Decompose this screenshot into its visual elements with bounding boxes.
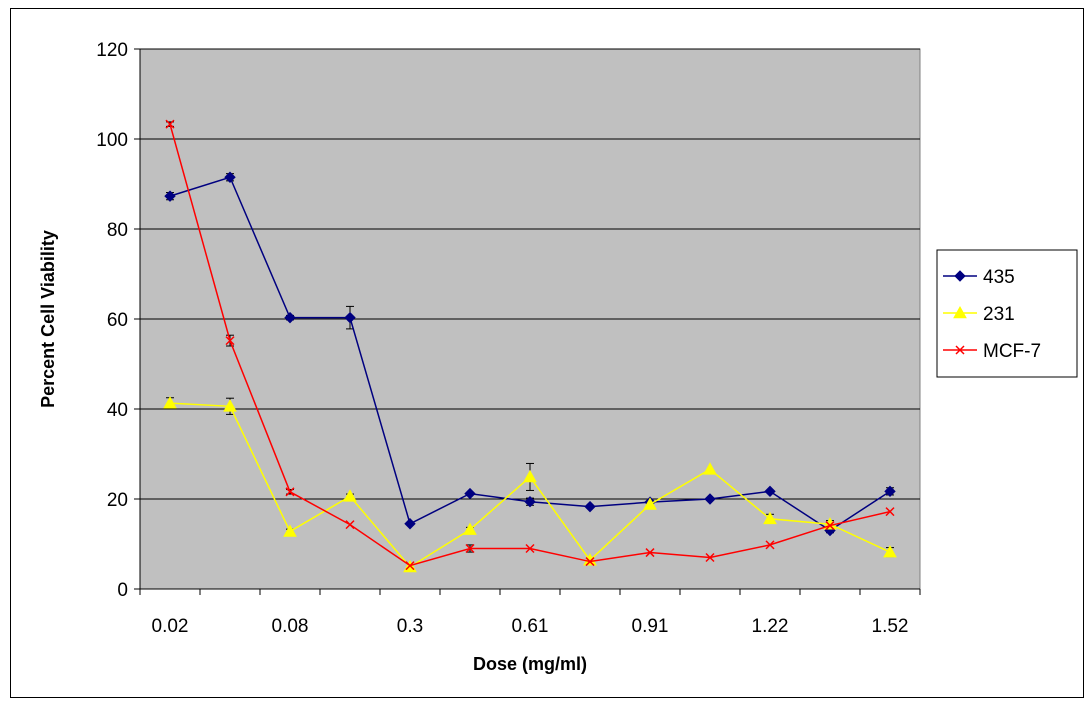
data-point [705, 552, 715, 563]
marker-stroke [765, 540, 775, 550]
data-point [223, 399, 237, 412]
data-point [285, 487, 295, 497]
x-tick-label: 0.08 [272, 616, 309, 637]
data-point [224, 171, 236, 183]
x-tick-label: 0.3 [397, 616, 423, 637]
data-point [463, 522, 477, 535]
legend-entry: MCF-7 [943, 341, 1041, 362]
legend-label: 435 [983, 267, 1015, 288]
data-point [164, 190, 176, 202]
legend-marker [953, 305, 967, 319]
x-tick-label: 0.61 [512, 616, 549, 637]
data-point [703, 462, 717, 475]
marker-stroke [165, 119, 175, 129]
series-231 [163, 396, 897, 573]
x-tick-label: 0.02 [152, 616, 189, 637]
data-point [523, 469, 537, 483]
x-axis-title: Dose (mg/ml) [473, 654, 587, 674]
legend-marker [955, 345, 965, 355]
y-tick-label: 20 [107, 490, 128, 511]
marker-stroke [885, 507, 895, 517]
data-point [764, 485, 776, 498]
data-point [344, 311, 356, 324]
x-tick-label: 1.22 [752, 616, 789, 637]
legend-label: MCF-7 [983, 341, 1041, 362]
data-point [345, 520, 355, 530]
x-axis-ticks: 0.02 0.08 0.3 0.61 0.91 1.22 1.52 [139, 589, 921, 637]
data-point [343, 489, 357, 502]
marker-stroke [285, 487, 295, 497]
data-point [464, 487, 476, 500]
legend-label: 231 [983, 304, 1015, 325]
y-axis-title: Percent Cell Viability [38, 230, 58, 408]
marker-stroke [345, 520, 355, 530]
y-tick-label: 120 [96, 40, 128, 61]
marker-stroke [225, 336, 235, 346]
marker-stroke [825, 521, 835, 531]
legend: 435 231 MCF-7 [936, 249, 1078, 378]
legend-entry: 231 [943, 304, 1015, 325]
data-point [465, 543, 475, 554]
y-axis-ticks: 0 20 40 60 80 100 120 [96, 40, 140, 601]
data-point [763, 511, 777, 525]
data-point [524, 495, 536, 508]
y-tick-label: 60 [107, 310, 128, 331]
marker-stroke [585, 557, 595, 567]
data-point [643, 497, 657, 510]
gridlines [140, 48, 920, 500]
legend-marker [954, 270, 966, 282]
marker-stroke [465, 543, 475, 554]
y-tick-label: 0 [117, 580, 128, 601]
data-point [405, 561, 415, 571]
series-layer [163, 119, 897, 573]
data-point [883, 545, 897, 558]
y-tick-label: 100 [96, 130, 128, 151]
data-point [645, 548, 655, 558]
data-point [584, 500, 596, 513]
data-point [163, 396, 177, 409]
data-point [225, 336, 235, 346]
legend-entry: 435 [943, 267, 1015, 288]
data-point [404, 518, 416, 530]
y-tick-label: 80 [107, 220, 128, 241]
data-point [283, 524, 297, 537]
series-435 [164, 171, 896, 537]
marker-stroke [705, 552, 715, 563]
data-point [165, 119, 175, 129]
marker-stroke [405, 561, 415, 571]
data-point [704, 493, 716, 505]
data-point [525, 543, 535, 554]
data-point [585, 557, 595, 567]
marker-stroke [645, 548, 655, 558]
marker-stroke [955, 345, 965, 355]
data-point [284, 311, 296, 324]
data-point [885, 507, 895, 517]
series-mcf-7 [165, 119, 895, 571]
data-point [765, 540, 775, 550]
y-tick-label: 40 [107, 400, 128, 421]
marker-stroke [525, 543, 535, 554]
x-tick-label: 1.52 [872, 616, 909, 637]
x-tick-label: 0.91 [632, 616, 669, 637]
data-point [825, 521, 835, 531]
data-point [884, 485, 896, 498]
